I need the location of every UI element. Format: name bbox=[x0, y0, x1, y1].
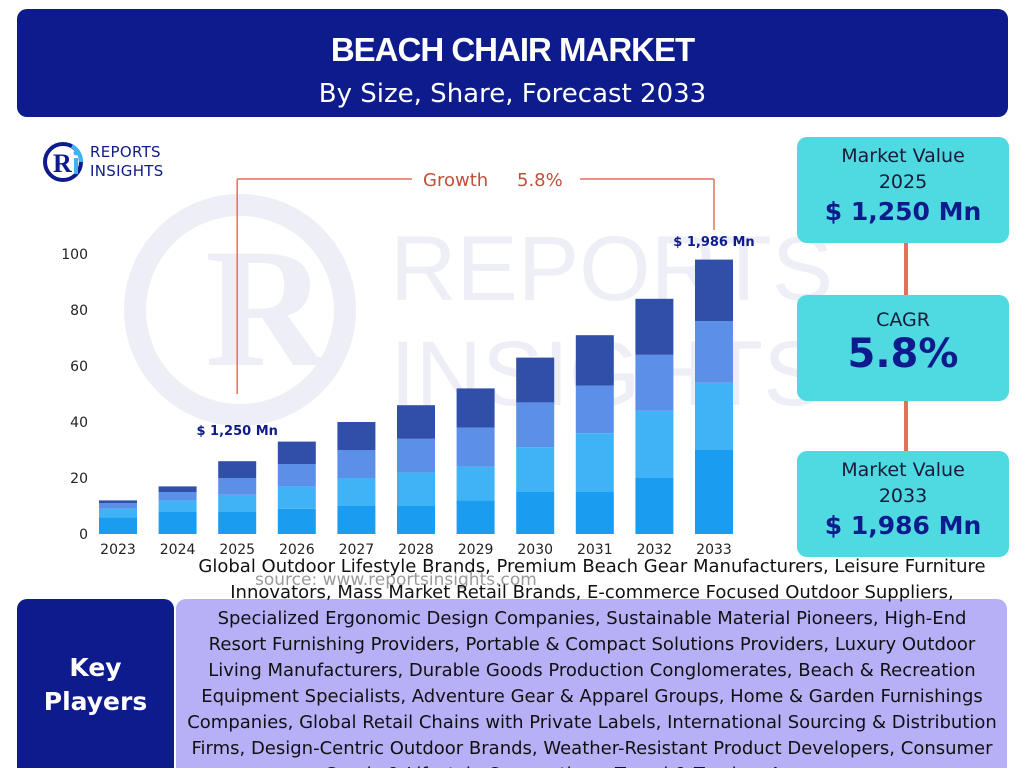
cagr-value: 5.8% bbox=[847, 331, 959, 377]
svg-text:R: R bbox=[53, 149, 72, 178]
card-year: 2033 bbox=[878, 485, 928, 507]
card-value: $ 1,250 Mn bbox=[824, 197, 982, 226]
bar-segment bbox=[516, 447, 555, 492]
y-tick-label: 0 bbox=[79, 527, 88, 543]
key-players-heading-box: Key Players bbox=[17, 599, 174, 768]
bar-segment bbox=[218, 494, 257, 512]
bar-segment bbox=[516, 402, 555, 448]
bar-segment bbox=[277, 441, 316, 464]
bar-segment bbox=[695, 321, 733, 383]
bar-segment bbox=[337, 450, 376, 478]
bar-segment bbox=[99, 508, 137, 518]
bar-segment bbox=[456, 466, 495, 501]
x-tick-label: 2025 bbox=[219, 542, 255, 558]
bar-segment bbox=[695, 450, 733, 534]
x-tick-label: 2033 bbox=[696, 542, 732, 558]
bar-segment bbox=[99, 503, 137, 509]
bar-segment bbox=[456, 388, 495, 428]
cagr-card: CAGR 5.8% bbox=[797, 295, 1009, 401]
bar-segment bbox=[516, 357, 555, 403]
page-subtitle: By Size, Share, Forecast 2033 bbox=[318, 79, 707, 109]
page-title: BEACH CHAIR MARKET bbox=[330, 31, 695, 68]
card-connector bbox=[904, 401, 908, 451]
bar-segment bbox=[158, 492, 197, 501]
bar-segment bbox=[456, 500, 495, 534]
bar-segment bbox=[158, 500, 197, 512]
growth-label: Growth bbox=[423, 170, 488, 191]
bar-segment bbox=[397, 438, 435, 473]
y-tick-label: 40 bbox=[70, 415, 88, 431]
key-players-list: Global Outdoor Lifestyle Brands, Premium… bbox=[187, 556, 997, 768]
bar-segment bbox=[575, 433, 614, 492]
card-year: 2025 bbox=[878, 171, 928, 193]
market-value-2025-card: Market Value 2025 $ 1,250 Mn bbox=[797, 137, 1009, 243]
y-tick-label: 100 bbox=[61, 247, 88, 263]
x-tick-label: 2029 bbox=[458, 542, 494, 558]
logo-icon: R bbox=[43, 142, 83, 182]
bar-segment bbox=[218, 461, 257, 478]
bar-segment bbox=[575, 335, 614, 386]
cagr-label: CAGR bbox=[876, 309, 930, 331]
x-tick-label: 2026 bbox=[279, 542, 315, 558]
x-tick-label: 2031 bbox=[577, 542, 613, 558]
bar-segment bbox=[99, 500, 137, 504]
bar-segment bbox=[277, 508, 316, 534]
header-banner: BEACH CHAIR MARKET By Size, Share, Forec… bbox=[17, 9, 1008, 117]
bar-segment bbox=[516, 492, 555, 534]
x-tick-label: 2028 bbox=[398, 542, 434, 558]
bar-segment bbox=[695, 259, 733, 322]
x-tick-label: 2032 bbox=[637, 542, 673, 558]
bar-segment bbox=[635, 478, 674, 534]
growth-value: 5.8% bbox=[517, 170, 563, 191]
bar-segment bbox=[158, 486, 197, 492]
card-connector bbox=[904, 243, 908, 295]
bar-segment bbox=[695, 382, 733, 450]
x-tick-label: 2024 bbox=[160, 542, 196, 558]
bar-segment bbox=[456, 427, 495, 467]
bar-segment bbox=[575, 385, 614, 434]
market-value-2033-card: Market Value 2033 $ 1,986 Mn bbox=[797, 451, 1009, 557]
card-label: Market Value bbox=[841, 145, 965, 167]
card-value: $ 1,986 Mn bbox=[824, 511, 982, 540]
bar-segment bbox=[218, 478, 257, 495]
bar-segment bbox=[397, 405, 435, 439]
card-label: Market Value bbox=[841, 459, 965, 481]
bar-segment bbox=[337, 478, 376, 506]
bar-segment bbox=[277, 464, 316, 487]
y-tick-label: 20 bbox=[70, 471, 88, 487]
bar-segment bbox=[277, 486, 316, 509]
bar-segment bbox=[635, 354, 674, 411]
bar-segment bbox=[397, 506, 435, 534]
key-players-list-panel bbox=[176, 599, 1007, 768]
bar-segment bbox=[635, 410, 674, 478]
x-tick-label: 2030 bbox=[517, 542, 553, 558]
logo-text-insights: INSIGHTS bbox=[90, 162, 164, 180]
logo-text-reports: REPORTS bbox=[90, 143, 161, 161]
bar-segment bbox=[99, 517, 137, 534]
bar-segment bbox=[337, 506, 376, 534]
start-value-label: $ 1,250 Mn bbox=[196, 424, 277, 439]
bar-segment bbox=[218, 511, 257, 534]
key-players-label-2: Players bbox=[43, 687, 148, 716]
bar-segment bbox=[397, 472, 435, 506]
x-tick-label: 2023 bbox=[100, 542, 136, 558]
key-players-label-1: Key bbox=[69, 653, 122, 682]
source-note: source: www.reportsinsights.com bbox=[255, 570, 537, 590]
bar-segment bbox=[635, 298, 674, 355]
bar-segment bbox=[575, 492, 614, 534]
company-logo: R REPORTS INSIGHTS bbox=[42, 140, 182, 184]
y-tick-label: 60 bbox=[70, 359, 88, 375]
y-tick-label: 80 bbox=[70, 303, 88, 319]
x-tick-label: 2027 bbox=[339, 542, 375, 558]
stacked-bar-chart: 0 20 40 60 80 100 2023 2024 2025 2026 2027 2028 2029… bbox=[61, 170, 754, 558]
bar-segment bbox=[158, 511, 197, 534]
bar-segment bbox=[337, 422, 376, 450]
end-value-label: $ 1,986 Mn bbox=[673, 235, 754, 250]
